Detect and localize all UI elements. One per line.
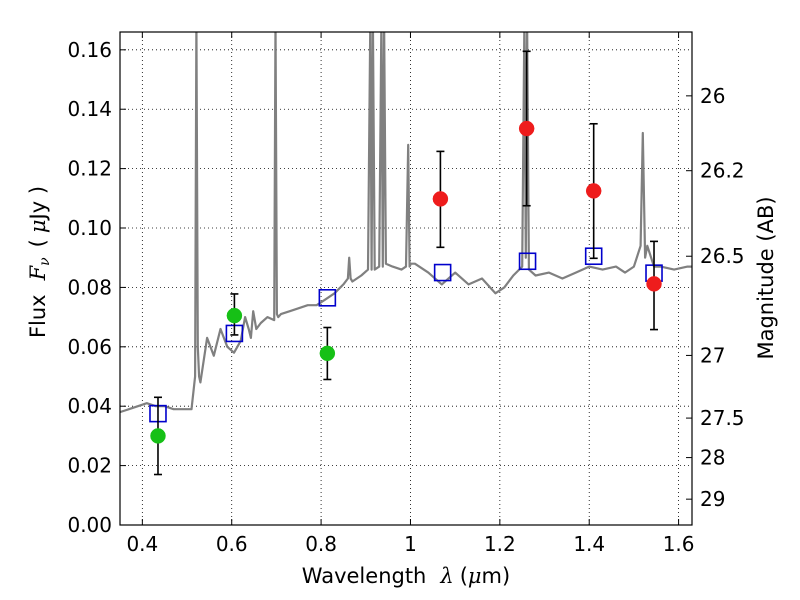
x-tick-label: 1.6 <box>663 532 695 556</box>
model-photometry-point <box>518 252 537 271</box>
red-measurements-point <box>518 120 535 137</box>
data-layer <box>120 32 692 476</box>
model-photometry-point <box>318 289 337 307</box>
y2-tick-label: 27 <box>700 343 725 367</box>
plot-area: 0.4 0.6 0.8 1 1.2 1.4 1.6 0.00 0.02 0.04 0.06 0.08 0… <box>67 31 745 556</box>
model-photometry-point <box>433 263 452 282</box>
x-tick-label: 0.4 <box>126 532 158 556</box>
y-tick-label: 0.08 <box>67 275 112 299</box>
y2-tick-label: 27.5 <box>700 406 745 430</box>
x-tick-label: 1 <box>404 532 417 556</box>
y-tick-label: 0.16 <box>67 38 112 62</box>
y-tick-label: 0.00 <box>67 513 112 537</box>
green-measurements-point <box>150 428 166 444</box>
green-measurements-point <box>226 307 243 324</box>
spectrum-line <box>120 32 692 414</box>
y2-tick-label: 28 <box>700 446 725 470</box>
red-measurements-point <box>646 276 662 292</box>
y2-axis-title: Magnitude (AB) <box>754 196 778 359</box>
x-tick-label: 1.2 <box>484 532 516 556</box>
x-axis-title: Wavelength λ (μm) <box>302 564 510 588</box>
y-tick-label: 0.12 <box>67 157 112 181</box>
red-measurements-point <box>585 183 602 199</box>
y-tick-label: 0.10 <box>67 216 112 240</box>
green-measurements-point <box>319 345 336 362</box>
x-tick-label: 1.4 <box>573 532 605 556</box>
y-tick-label: 0.14 <box>67 97 112 121</box>
plot-frame <box>119 31 693 526</box>
y2-tick-label: 26.2 <box>700 159 745 183</box>
x-tick-label: 0.6 <box>216 532 248 556</box>
y-tick-label: 0.02 <box>67 454 112 478</box>
y-axis-title: FluxFν(μJy ) <box>26 186 53 338</box>
y2-tick-label: 26.5 <box>700 244 745 268</box>
red-measurements-point <box>432 191 449 207</box>
y2-tick-label: 29 <box>700 487 725 511</box>
x-tick-label: 0.8 <box>305 532 337 556</box>
y-tick-label: 0.04 <box>67 394 112 418</box>
y2-tick-label: 26 <box>700 84 725 108</box>
y-tick-label: 0.06 <box>67 335 112 359</box>
